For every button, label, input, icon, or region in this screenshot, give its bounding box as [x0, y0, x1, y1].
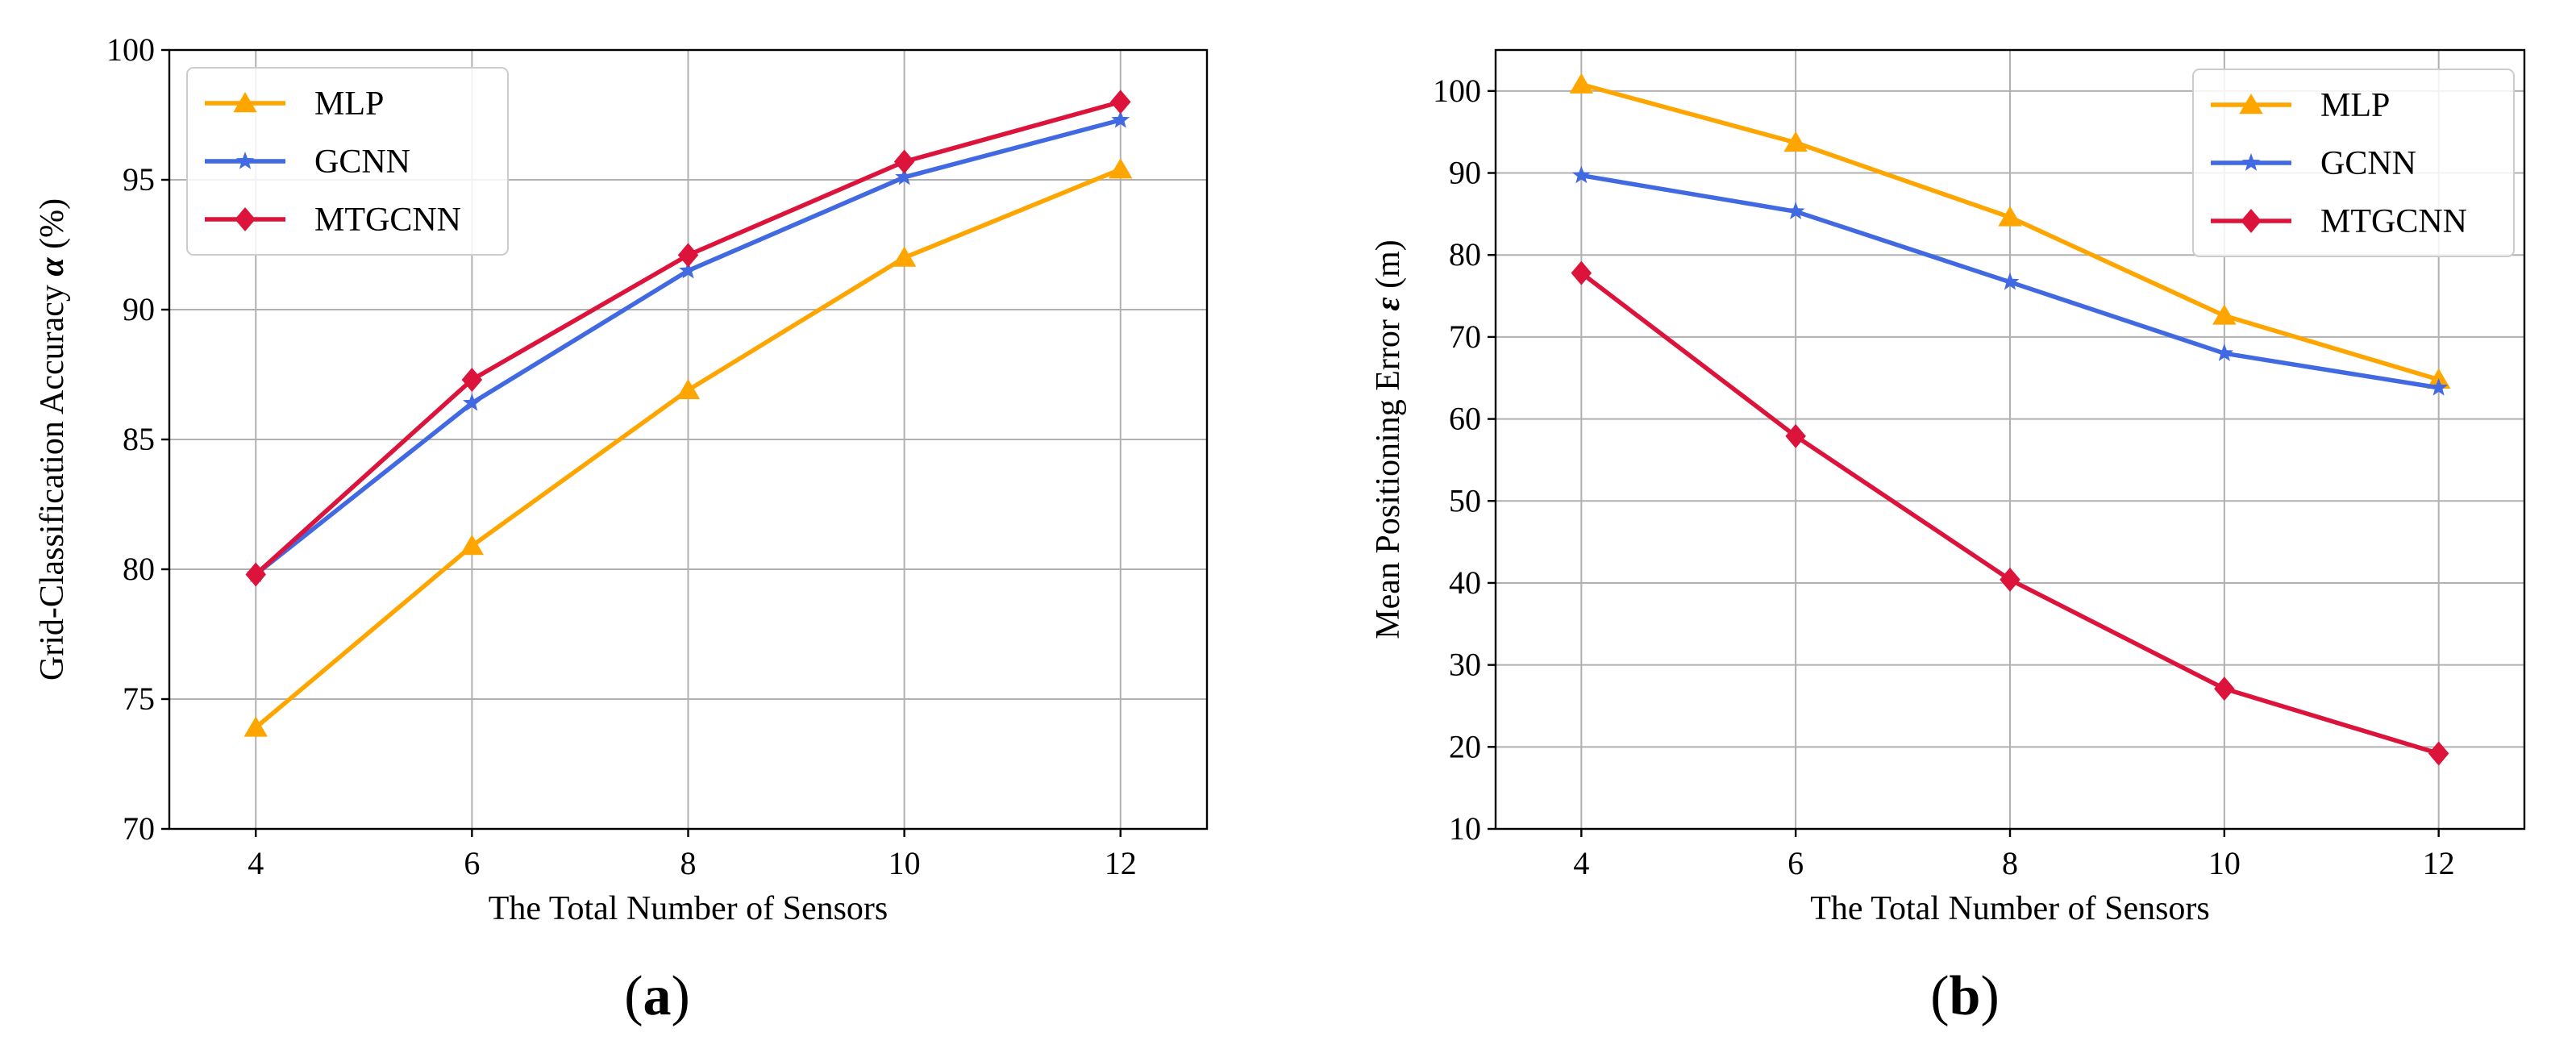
- data-point-gcnn: [1786, 202, 1805, 219]
- legend-label-mlp: MLP: [2320, 87, 2390, 124]
- data-point-gcnn: [1111, 110, 1130, 128]
- legend-label-mtgcnn: MTGCNN: [314, 202, 461, 239]
- x-axis-label: The Total Number of Sensors: [489, 890, 888, 927]
- x-tick-label: 10: [2208, 845, 2241, 881]
- legend-box: [186, 67, 509, 256]
- data-point-mlp: [1783, 131, 1808, 152]
- panel-label-b: (b): [1930, 965, 2000, 1027]
- x-tick-label: 10: [888, 845, 921, 881]
- chart-panel-a: 70 75 80 85 90 95 100 4 6 8 10 12 The Total Number o…: [34, 31, 1209, 927]
- x-tick-label: 4: [248, 845, 264, 881]
- legend-marker-mlp: [233, 92, 257, 113]
- y-tick-label: 85: [123, 421, 155, 457]
- legend-label-mlp: MLP: [314, 85, 384, 123]
- data-point-mtgcnn: [893, 149, 915, 174]
- legend: MLP GCNN MTGCNN: [186, 67, 509, 256]
- legend-label-mtgcnn: MTGCNN: [2320, 203, 2467, 240]
- data-point-mtgcnn: [1110, 90, 1131, 114]
- data-point-mlp: [892, 246, 917, 267]
- data-point-mlp: [1569, 73, 1594, 94]
- y-tick-label: 100: [1433, 73, 1481, 109]
- x-tick-label: 8: [680, 845, 697, 881]
- y-tick-label: 80: [123, 551, 155, 587]
- series-mtgcnn: [1571, 260, 2449, 766]
- y-tick-label: 75: [123, 681, 155, 717]
- x-tick-label: 12: [2423, 845, 2455, 881]
- y-axis-label: Mean Positioning Error ε (m): [1370, 239, 1407, 639]
- data-point-mlp: [243, 716, 268, 737]
- legend-label-gcnn: GCNN: [2320, 145, 2416, 182]
- y-tick-label: 70: [123, 810, 155, 847]
- series-mtgcnn: [245, 90, 1131, 587]
- x-tick-label: 8: [2002, 845, 2018, 881]
- legend-box: [2192, 69, 2515, 257]
- legend-label-gcnn: GCNN: [314, 144, 410, 181]
- data-point-mlp: [460, 535, 485, 556]
- x-axis-label: The Total Number of Sensors: [1810, 890, 2210, 927]
- x-tick-label: 6: [1787, 845, 1804, 881]
- y-tick-label: 20: [1449, 728, 1481, 764]
- data-point-gcnn: [2000, 272, 2020, 290]
- y-tick-label: 95: [123, 161, 155, 198]
- data-point-gcnn: [679, 260, 697, 279]
- data-point-mtgcnn: [2214, 677, 2235, 702]
- y-tick-label: 40: [1449, 564, 1481, 601]
- data-point-mtgcnn: [1571, 260, 1592, 285]
- data-point-mtgcnn: [245, 562, 266, 587]
- y-tick-label: 10: [1449, 810, 1481, 847]
- y-tick-label: 90: [1449, 155, 1481, 191]
- data-point-mlp: [1109, 158, 1133, 179]
- data-point-mlp: [2212, 304, 2237, 325]
- chart-panel-b: 10 20 30 40 50 60 70 80 90 100 4 6 8 10 12 The Total Nu…: [1370, 48, 2526, 927]
- x-tick-label: 4: [1573, 845, 1589, 881]
- y-tick-label: 100: [106, 31, 155, 68]
- x-tick-label: 12: [1105, 845, 1137, 881]
- y-tick-label: 60: [1449, 401, 1481, 437]
- series-mlp: [243, 158, 1133, 737]
- y-tick-label: 50: [1449, 482, 1481, 518]
- y-tick-label: 30: [1449, 647, 1481, 683]
- data-point-gcnn: [895, 167, 913, 185]
- y-tick-label: 70: [1449, 318, 1481, 355]
- legend-marker-mtgcnn: [2241, 209, 2262, 233]
- legend-marker-mlp: [2239, 94, 2263, 114]
- data-point-mlp: [676, 378, 701, 400]
- legend-marker-mtgcnn: [235, 207, 256, 231]
- plot-frame: [168, 48, 1209, 831]
- data-point-mtgcnn: [2000, 567, 2020, 592]
- data-point-mtgcnn: [461, 367, 483, 392]
- y-axis-label: Grid-Classification Accuracy α (%): [34, 198, 71, 681]
- data-point-gcnn: [463, 393, 481, 411]
- series-gcnn: [1571, 165, 2449, 396]
- plot-frame: [1494, 48, 2526, 831]
- data-point-mtgcnn: [2428, 741, 2449, 766]
- legend-marker-gcnn: [235, 152, 255, 169]
- x-tick-label: 6: [464, 845, 480, 881]
- data-point-gcnn: [2429, 377, 2449, 396]
- y-tick-label: 80: [1449, 236, 1481, 273]
- data-point-mtgcnn: [677, 243, 699, 268]
- data-point-gcnn: [2215, 343, 2234, 361]
- data-point-mtgcnn: [1785, 423, 1806, 448]
- data-point-mlp: [1998, 206, 2022, 227]
- legend-marker-gcnn: [2241, 153, 2261, 171]
- legend: MLP GCNN MTGCNN: [2192, 69, 2515, 257]
- panel-label-a: (a): [624, 965, 690, 1027]
- y-tick-label: 90: [123, 291, 155, 327]
- data-point-gcnn: [1571, 165, 1591, 184]
